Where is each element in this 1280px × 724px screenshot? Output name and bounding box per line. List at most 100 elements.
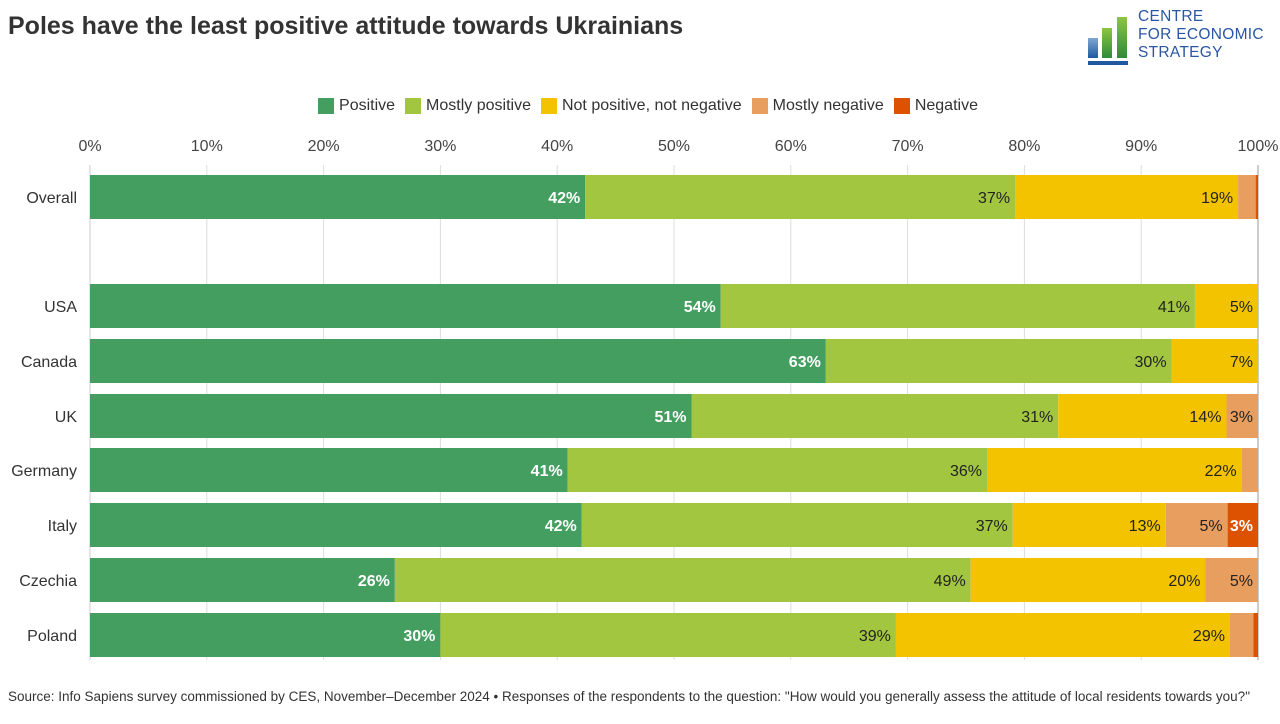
- bar-segment: [1229, 613, 1254, 657]
- legend-label: Mostly negative: [772, 97, 884, 114]
- data-label: 63%: [789, 354, 821, 371]
- legend-label: Not positive, not negative: [561, 97, 742, 114]
- legend-item: Mostly positive: [405, 97, 531, 115]
- data-label: 42%: [545, 518, 577, 535]
- chart-title: Poles have the least positive attitude t…: [8, 12, 684, 40]
- bar-segment: [90, 558, 395, 602]
- category-label: Germany: [11, 463, 77, 480]
- bar-segment: [987, 448, 1242, 492]
- legend-swatch: [405, 98, 422, 114]
- data-label: 26%: [358, 573, 390, 590]
- bar-segment: [1165, 503, 1228, 547]
- legend-label: Mostly positive: [426, 97, 531, 114]
- data-label: 29%: [1193, 628, 1225, 645]
- bar-segment: [90, 503, 582, 547]
- data-label: 49%: [934, 573, 966, 590]
- bar-segment: [720, 284, 1195, 328]
- legend-label: Negative: [914, 97, 978, 114]
- data-label: 36%: [950, 463, 982, 480]
- data-label: 14%: [1189, 409, 1221, 426]
- data-label: 51%: [654, 409, 686, 426]
- bar-segment: [895, 613, 1230, 657]
- bar-segment: [1238, 175, 1256, 219]
- bar-segment: [1194, 284, 1258, 328]
- data-label: 22%: [1205, 463, 1237, 480]
- legend-item: Negative: [893, 97, 978, 115]
- bar-segment: [90, 284, 721, 328]
- bar-segment: [1171, 339, 1258, 383]
- bar-segment: [1205, 558, 1258, 602]
- bar-segment: [90, 175, 586, 219]
- x-tick-label: 0%: [78, 138, 101, 155]
- data-label: 20%: [1168, 573, 1200, 590]
- bar-segment: [394, 558, 971, 602]
- data-label: 19%: [1201, 190, 1233, 207]
- legend-item: Positive: [318, 97, 395, 115]
- category-label: UK: [55, 409, 78, 426]
- data-label: 39%: [859, 628, 891, 645]
- logo-bars-icon: [1088, 17, 1128, 65]
- bar-segment: [1058, 394, 1227, 438]
- data-label: 30%: [403, 628, 435, 645]
- legend-item: Not positive, not negative: [540, 97, 742, 115]
- logo-line: FOR ECONOMIC: [1138, 26, 1264, 43]
- bar-segment: [691, 394, 1059, 438]
- bar-segment: [1015, 175, 1239, 219]
- data-label: 42%: [548, 190, 580, 207]
- source-note: Source: Info Sapiens survey commissioned…: [8, 689, 1250, 704]
- bar-segment: [90, 448, 568, 492]
- legend-label: Positive: [339, 97, 396, 114]
- bar-segment: [1226, 394, 1258, 438]
- data-label: 31%: [1021, 409, 1053, 426]
- data-label: 30%: [1135, 354, 1167, 371]
- data-label: 5%: [1230, 299, 1253, 316]
- bar-segment: [1255, 175, 1258, 219]
- data-label: 7%: [1230, 354, 1253, 371]
- x-tick-label: 90%: [1125, 138, 1157, 155]
- bar-segment: [440, 613, 896, 657]
- bar-segment: [825, 339, 1172, 383]
- legend-swatch: [893, 98, 910, 114]
- data-label: 41%: [531, 463, 563, 480]
- bar-segment: [567, 448, 988, 492]
- bar-segment: [1012, 503, 1166, 547]
- x-tick-label: 100%: [1238, 138, 1279, 155]
- data-label: 3%: [1230, 409, 1253, 426]
- bar-segment: [90, 339, 826, 383]
- data-label: 5%: [1200, 518, 1223, 535]
- category-label: USA: [44, 299, 77, 316]
- legend-swatch: [540, 98, 557, 114]
- bar-segment: [1253, 613, 1258, 657]
- data-label: 41%: [1158, 299, 1190, 316]
- bar-segment: [585, 175, 1016, 219]
- bar-segment: [970, 558, 1206, 602]
- stacked-bar-chart: 0% 10% 20% 30% 40% 50% 60% 70% 80% 90% 100% Overall…: [11, 138, 1279, 660]
- bar-segment: [90, 394, 692, 438]
- x-tick-label: 40%: [541, 138, 573, 155]
- bar-segment: [1227, 503, 1258, 547]
- x-tick-label: 20%: [308, 138, 340, 155]
- data-label: 3%: [1230, 518, 1253, 535]
- data-label: 54%: [684, 299, 716, 316]
- category-label: Czechia: [19, 573, 77, 590]
- x-tick-label: 30%: [424, 138, 456, 155]
- logo-line: STRATEGY: [1138, 44, 1223, 61]
- x-tick-label: 70%: [892, 138, 924, 155]
- ces-logo: CENTRE FOR ECONOMIC STRATEGY: [1086, 8, 1276, 66]
- data-label: 5%: [1230, 573, 1253, 590]
- legend-swatch: [751, 98, 768, 114]
- x-tick-label: 80%: [1008, 138, 1040, 155]
- bar-segment: [581, 503, 1013, 547]
- x-tick-label: 10%: [191, 138, 223, 155]
- x-tick-label: 60%: [775, 138, 807, 155]
- x-tick-label: 50%: [658, 138, 690, 155]
- category-label: Italy: [48, 518, 77, 535]
- logo-line: CENTRE: [1138, 8, 1204, 25]
- category-label: Poland: [27, 628, 77, 645]
- data-label: 37%: [978, 190, 1010, 207]
- legend-swatch: [318, 98, 335, 114]
- legend-item: Mostly negative: [751, 97, 884, 115]
- bar-segment: [1241, 448, 1258, 492]
- bar-segment: [90, 613, 441, 657]
- data-label: 37%: [976, 518, 1008, 535]
